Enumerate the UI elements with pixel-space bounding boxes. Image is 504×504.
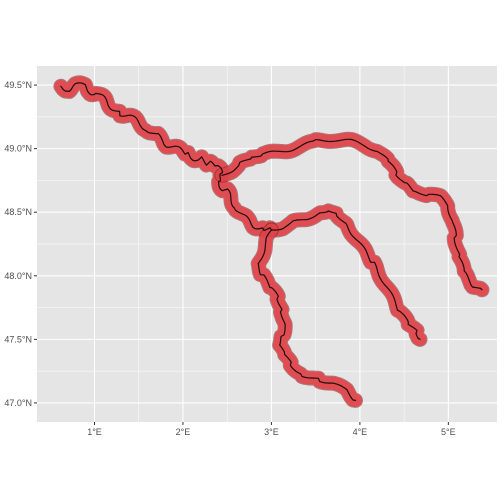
x-axis: 1°E 2°E 3°E 4°E 5°E xyxy=(87,422,455,437)
y-tick-label: 47.0°N xyxy=(4,398,32,408)
x-tick-label: 2°E xyxy=(176,427,191,437)
x-tick-label: 5°E xyxy=(441,427,456,437)
y-tick-label: 48.5°N xyxy=(4,207,32,217)
x-tick-label: 1°E xyxy=(87,427,102,437)
x-tick-label: 3°E xyxy=(264,427,279,437)
y-axis: 47.0°N 47.5°N 48.0°N 48.5°N 49.0°N 49.5°N xyxy=(4,80,37,408)
y-tick-label: 48.0°N xyxy=(4,271,32,281)
x-tick-label: 4°E xyxy=(353,427,368,437)
y-tick-label: 47.5°N xyxy=(4,334,32,344)
y-tick-label: 49.5°N xyxy=(4,80,32,90)
y-tick-label: 49.0°N xyxy=(4,144,32,154)
